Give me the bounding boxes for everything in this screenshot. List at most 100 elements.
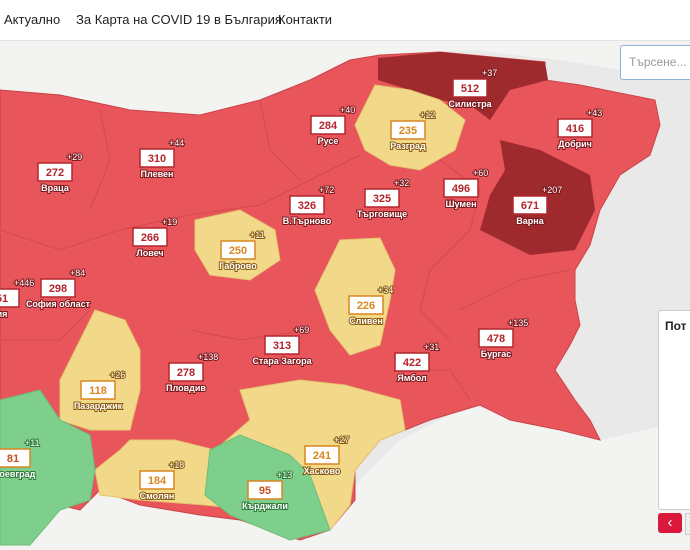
value-box bbox=[264, 335, 300, 355]
region-label: 184 Смолян +18 bbox=[139, 459, 186, 502]
region-change: +12 bbox=[420, 110, 435, 120]
region-name: Русе bbox=[318, 136, 339, 146]
region-name: София област bbox=[26, 299, 91, 309]
value-box bbox=[247, 480, 283, 500]
region-value: 671 bbox=[521, 200, 539, 212]
side-panel: Пот bbox=[658, 310, 690, 510]
value-box bbox=[139, 470, 175, 490]
region-name: Кърджали bbox=[242, 501, 288, 511]
region-label: 478 Бургас +135 bbox=[478, 317, 529, 360]
region-change: +135 bbox=[508, 318, 528, 328]
region-name: ия bbox=[0, 309, 7, 319]
region-value: 95 bbox=[259, 485, 271, 497]
value-box bbox=[390, 120, 426, 140]
region-change: +34 bbox=[378, 285, 393, 295]
region-change: +207 bbox=[542, 185, 562, 195]
region-change: +32 bbox=[394, 178, 409, 188]
region-change: +40 bbox=[340, 105, 355, 115]
nav-link[interactable]: Актуално bbox=[4, 12, 61, 27]
nav-link[interactable]: За Карта на COVID 19 в България bbox=[76, 12, 282, 27]
nav-bar: Актуално За Карта на COVID 19 в България… bbox=[0, 0, 690, 41]
region-label: 325 Търговище +32 bbox=[356, 177, 410, 220]
value-box bbox=[394, 352, 430, 372]
value-box bbox=[443, 178, 479, 198]
region-name: Стара Загора bbox=[252, 356, 312, 366]
next-button[interactable] bbox=[685, 513, 690, 535]
region-name: Търговище bbox=[357, 209, 407, 219]
region-name: Варна bbox=[516, 216, 544, 226]
value-box bbox=[139, 148, 175, 168]
region-value: 272 bbox=[46, 167, 64, 179]
region-value: 512 bbox=[461, 83, 479, 95]
region-value: 51 bbox=[0, 293, 8, 305]
region-value: 266 bbox=[141, 232, 159, 244]
value-box bbox=[512, 195, 548, 215]
region-value: 478 bbox=[487, 333, 505, 345]
region-value: 226 bbox=[357, 300, 375, 312]
value-box bbox=[304, 445, 340, 465]
value-box bbox=[348, 295, 384, 315]
region-label: 298 София област +84 bbox=[25, 267, 92, 310]
region-value: 310 bbox=[148, 153, 166, 165]
search-box[interactable]: Търсене... bbox=[620, 45, 690, 80]
region-change: +19 bbox=[162, 217, 177, 227]
value-box bbox=[557, 118, 593, 138]
land-south bbox=[0, 405, 690, 550]
region-label: 95 Кърджали +13 bbox=[241, 469, 293, 512]
region-value: 416 bbox=[566, 123, 584, 135]
prev-button[interactable]: ‹ bbox=[658, 513, 682, 533]
region-name: Сливен bbox=[349, 316, 383, 326]
region-name: Ловеч bbox=[136, 248, 163, 258]
region-label: 241 Хасково +27 bbox=[303, 434, 351, 477]
region-change: +44 bbox=[169, 138, 184, 148]
region-value: 326 bbox=[298, 200, 316, 212]
region-change: +31 bbox=[424, 342, 439, 352]
region-label: 235 Разград +12 bbox=[389, 109, 436, 152]
region-name: Хасково bbox=[304, 466, 341, 476]
region-label: 313 Стара Загора +69 bbox=[251, 324, 313, 367]
value-box bbox=[0, 288, 20, 308]
region-label: 250 Габрово +11 bbox=[218, 229, 265, 272]
search-placeholder: Търсене... bbox=[629, 55, 687, 69]
region-change: +29 bbox=[67, 152, 82, 162]
region-name: Ямбол bbox=[397, 373, 427, 383]
region-name: Бургас bbox=[481, 349, 512, 359]
region-name: Силистра bbox=[448, 99, 492, 109]
region-change: +446 bbox=[14, 278, 34, 288]
region-name: Габрово bbox=[219, 261, 257, 271]
region-name: В.Търново bbox=[283, 216, 332, 226]
region-label: 496 Шумен +60 bbox=[443, 167, 489, 210]
region-label: 226 Сливен +34 bbox=[348, 284, 394, 327]
value-box bbox=[289, 195, 325, 215]
region-name: Разград bbox=[390, 141, 426, 151]
region-name: Смолян bbox=[140, 491, 175, 501]
region-change: +138 bbox=[198, 352, 218, 362]
region-label: 671 Варна +207 bbox=[512, 184, 563, 227]
nav-link[interactable]: Контакти bbox=[278, 12, 333, 27]
region-value: 298 bbox=[49, 283, 67, 295]
map: 512 Силистра +37 284 Русе +40 235 Разград +12 416… bbox=[0, 40, 690, 550]
region-change: +11 bbox=[250, 230, 265, 240]
land-north bbox=[0, 40, 690, 115]
value-box bbox=[310, 115, 346, 135]
region-name: Добрич bbox=[558, 139, 592, 149]
region-name: Враца bbox=[41, 183, 70, 193]
value-box bbox=[220, 240, 256, 260]
region-name: Пловдив bbox=[166, 383, 206, 393]
region-label: 422 Ямбол +31 bbox=[394, 341, 440, 384]
region-label: 416 Добрич +43 bbox=[557, 107, 603, 150]
region-change: +26 bbox=[110, 370, 125, 380]
value-box bbox=[0, 448, 31, 468]
value-box bbox=[80, 380, 116, 400]
region-change: +60 bbox=[473, 168, 488, 178]
region-name: Пазарджик bbox=[74, 401, 123, 411]
region-label: 118 Пазарджик +26 bbox=[73, 369, 126, 412]
value-box bbox=[168, 362, 204, 382]
region-label: 284 Русе +40 bbox=[310, 104, 356, 147]
region-label: 266 Ловеч +19 bbox=[132, 216, 178, 259]
region-label: 81 агоевград +11 bbox=[0, 437, 41, 480]
region-value: 250 bbox=[229, 245, 247, 257]
region-label: 326 В.Търново +72 bbox=[282, 184, 335, 227]
region-change: +72 bbox=[319, 185, 334, 195]
